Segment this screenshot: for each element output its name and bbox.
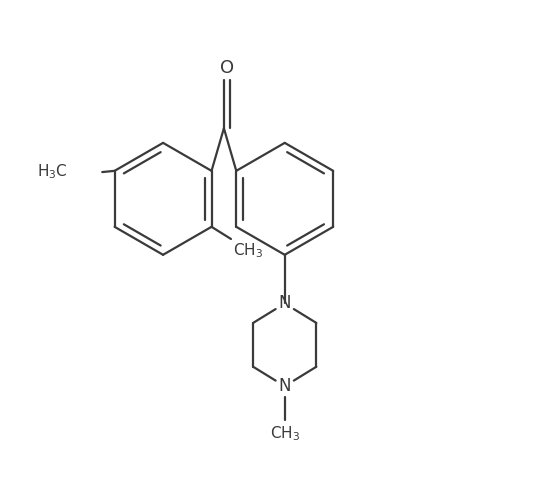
Text: H$_3$C: H$_3$C	[37, 163, 68, 181]
Text: N: N	[278, 295, 291, 312]
Text: CH$_3$: CH$_3$	[270, 424, 300, 443]
Text: O: O	[220, 59, 234, 77]
Text: CH$_3$: CH$_3$	[233, 242, 263, 260]
Text: N: N	[278, 377, 291, 395]
